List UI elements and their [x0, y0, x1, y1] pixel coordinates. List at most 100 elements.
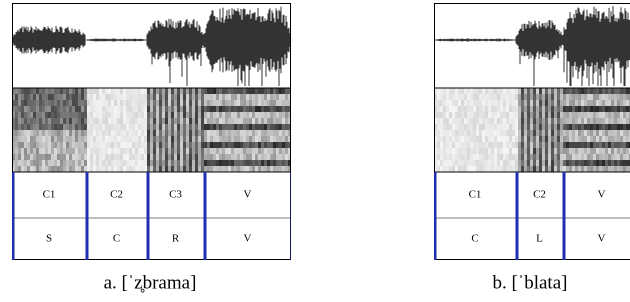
spectrogram-cell [533, 88, 536, 94]
spectrogram-cell [213, 130, 216, 136]
spectrogram-cell [563, 100, 566, 106]
spectrogram-cell [276, 154, 279, 160]
spectrogram-cell [267, 94, 270, 100]
spectrogram-cell [443, 106, 446, 112]
spectrogram-cell [596, 136, 599, 142]
spectrogram-cell [84, 88, 87, 94]
spectrogram-cell [87, 124, 90, 130]
spectrogram-cell [168, 166, 171, 172]
spectrogram-cell [156, 130, 159, 136]
spectrogram-cell [156, 148, 159, 154]
spectrogram-cell [252, 94, 255, 100]
spectrogram-cell [219, 166, 222, 172]
spectrogram-cell [246, 130, 249, 136]
spectrogram-cell [150, 94, 153, 100]
spectrogram-cell [578, 142, 581, 148]
spectrogram-cell [198, 148, 201, 154]
spectrogram-cell [60, 88, 63, 94]
spectrogram-cell [102, 124, 105, 130]
spectrogram-cell [443, 142, 446, 148]
spectrogram-cell [554, 130, 557, 136]
spectrogram-cell [132, 154, 135, 160]
spectrogram-cell [207, 100, 210, 106]
spectrogram-cell [135, 112, 138, 118]
spectrogram-cell [587, 136, 590, 142]
spectrogram-cell [566, 112, 569, 118]
spectrogram-cell [159, 124, 162, 130]
spectrogram-cell [458, 106, 461, 112]
spectrogram-cell [542, 130, 545, 136]
spectrogram-cell [240, 154, 243, 160]
spectrogram-cell [192, 136, 195, 142]
spectrogram-cell [147, 124, 150, 130]
spectrogram-cell [141, 148, 144, 154]
spectrogram-cell [96, 112, 99, 118]
spectrogram-cell [162, 142, 165, 148]
spectrogram-cell [246, 118, 249, 124]
spectrogram-cell [440, 124, 443, 130]
spectrogram-cell [270, 160, 273, 166]
spectrogram-cell [467, 130, 470, 136]
spectrogram-cell [129, 118, 132, 124]
spectrogram-cell [144, 130, 147, 136]
spectrogram-cell [69, 136, 72, 142]
spectrogram-cell [470, 112, 473, 118]
spectrogram-cell [81, 160, 84, 166]
spectrogram-cell [617, 112, 620, 118]
spectrogram-cell [276, 136, 279, 142]
spectrogram-cell [231, 154, 234, 160]
spectrogram-cell [485, 100, 488, 106]
spectrogram-cell [243, 94, 246, 100]
spectrogram-cell [590, 88, 593, 94]
spectrogram-cell [458, 124, 461, 130]
spectrogram-cell [153, 130, 156, 136]
spectrogram-cell [93, 106, 96, 112]
spectrogram-cell [584, 148, 587, 154]
tier2-label: V [244, 233, 252, 245]
spectrogram-cell [186, 148, 189, 154]
spectrogram-cell [542, 118, 545, 124]
spectrogram-cell [90, 142, 93, 148]
spectrogram-cell [479, 136, 482, 142]
spectrogram-cell [72, 88, 75, 94]
spectrogram-cell [497, 94, 500, 100]
spectrogram-cell [282, 100, 285, 106]
spectrogram-cell [87, 142, 90, 148]
spectrogram-cell [66, 148, 69, 154]
spectrogram-cell [449, 124, 452, 130]
spectrogram-cell [111, 136, 114, 142]
spectrogram-cell [458, 148, 461, 154]
spectrogram-cell [572, 166, 575, 172]
spectrogram-cell [563, 160, 566, 166]
spectrogram-cell [42, 148, 45, 154]
spectrogram-cell [114, 154, 117, 160]
spectrogram-cell [162, 166, 165, 172]
spectrogram-cell [458, 136, 461, 142]
spectrogram-cell [69, 100, 72, 106]
spectrogram-cell [231, 136, 234, 142]
spectrogram-cell [605, 136, 608, 142]
spectrogram-cell [207, 112, 210, 118]
spectrogram-cell [623, 112, 626, 118]
spectrogram-cell [141, 154, 144, 160]
spectrogram-cell [476, 136, 479, 142]
spectrogram-cell [219, 160, 222, 166]
spectrogram-cell [177, 106, 180, 112]
spectrogram-cell [581, 112, 584, 118]
spectrogram-cell [78, 148, 81, 154]
spectrogram-cell [63, 136, 66, 142]
spectrogram-cell [467, 154, 470, 160]
spectrogram-cell [114, 130, 117, 136]
spectrogram-cell [123, 124, 126, 130]
spectrogram-cell [557, 130, 560, 136]
spectrogram-cell [210, 130, 213, 136]
spectrogram-cell [81, 136, 84, 142]
spectrogram-cell [33, 148, 36, 154]
spectrogram-cell [117, 112, 120, 118]
spectrogram-cell [497, 160, 500, 166]
spectrogram-cell [102, 154, 105, 160]
spectrogram-cell [503, 160, 506, 166]
spectrogram-cell [192, 130, 195, 136]
spectrogram-cell [15, 112, 18, 118]
spectrogram-cell [27, 118, 30, 124]
